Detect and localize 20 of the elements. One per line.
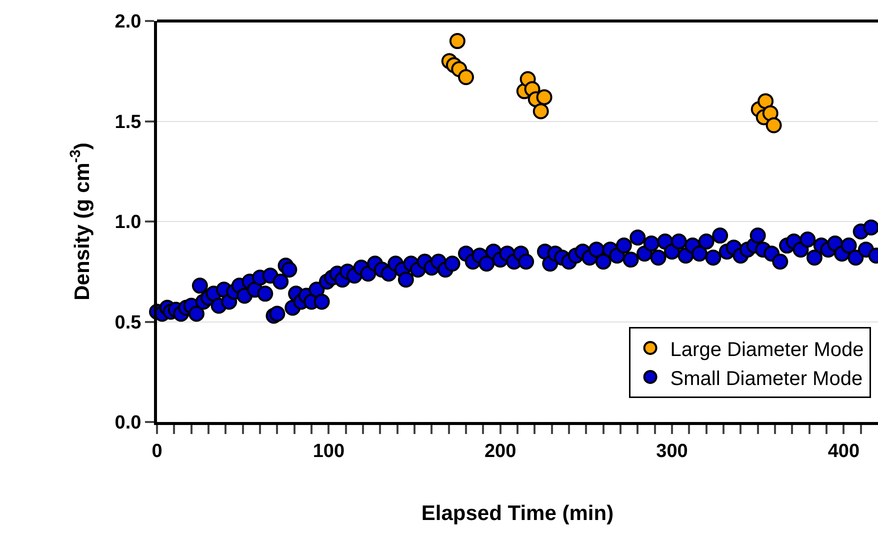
point (758, 93, 774, 110)
y-tick-label: 0.0 (114, 412, 142, 434)
legend-label: Large Diameter Mode (670, 338, 864, 361)
point (458, 69, 474, 86)
point (762, 105, 778, 122)
x-tick-label: 300 (656, 440, 688, 462)
x-tick-label: 0 (152, 440, 162, 462)
x-tick-label: 400 (828, 440, 860, 462)
y-tick-label: 1.0 (114, 212, 142, 234)
y-tick-label: 2.0 (114, 12, 142, 33)
y-tick-label: 1.5 (114, 112, 142, 133)
x-tick-label: 100 (312, 440, 345, 462)
x-axis-title: Elapsed Time (min) (421, 502, 614, 525)
point (766, 117, 782, 134)
point (532, 103, 549, 120)
legend-label: Small Diameter Mode (670, 368, 863, 390)
point (536, 89, 552, 106)
x-tick-label: 200 (484, 440, 516, 462)
y-tick-label: 0.5 (114, 312, 142, 334)
point (449, 33, 466, 50)
